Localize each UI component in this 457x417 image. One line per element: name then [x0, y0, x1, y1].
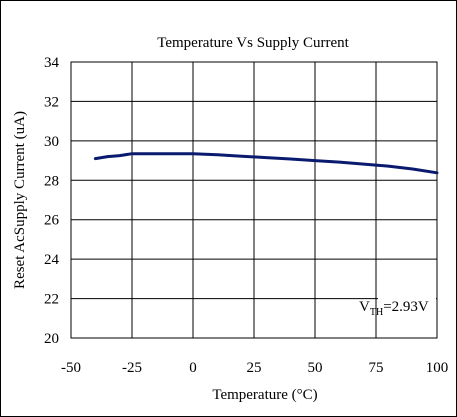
plot-area	[70, 61, 438, 339]
y-tick-label: 24	[44, 252, 60, 268]
series-line	[93, 152, 439, 175]
grid-lines	[71, 62, 437, 338]
x-tick-labels: -50 -25 0 25 50 75 100	[61, 360, 448, 376]
y-axis-label: Reset AcSupply Current (uA)	[12, 111, 28, 289]
x-tick-label: 100	[426, 360, 449, 376]
chart-title: Temperature Vs Supply Current	[157, 35, 349, 51]
x-tick-label: 50	[308, 360, 323, 376]
x-tick-label: -50	[61, 360, 81, 376]
x-axis-label: Temperature (°C)	[212, 387, 317, 403]
x-tick-label: -25	[122, 360, 142, 376]
y-tick-label: 26	[44, 213, 60, 229]
y-tick-label: 30	[44, 134, 59, 150]
y-tick-label: 22	[44, 292, 59, 308]
y-tick-label: 28	[44, 173, 59, 189]
y-tick-label: 32	[44, 94, 59, 110]
y-tick-label: 34	[44, 55, 60, 71]
annotation-value: =2.93V	[383, 299, 429, 315]
x-tick-label: 0	[189, 360, 197, 376]
annotation-sub: TH	[370, 307, 383, 318]
vth-annotation: VTH=2.93V	[359, 299, 429, 318]
y-tick-labels: 20 22 24 26 28 30 32 34	[44, 55, 60, 347]
x-tick-label: 25	[247, 360, 262, 376]
x-tick-label: 75	[369, 360, 384, 376]
annotation-base: V	[359, 299, 370, 315]
annotation-box	[378, 290, 436, 320]
y-tick-label: 20	[44, 331, 59, 347]
